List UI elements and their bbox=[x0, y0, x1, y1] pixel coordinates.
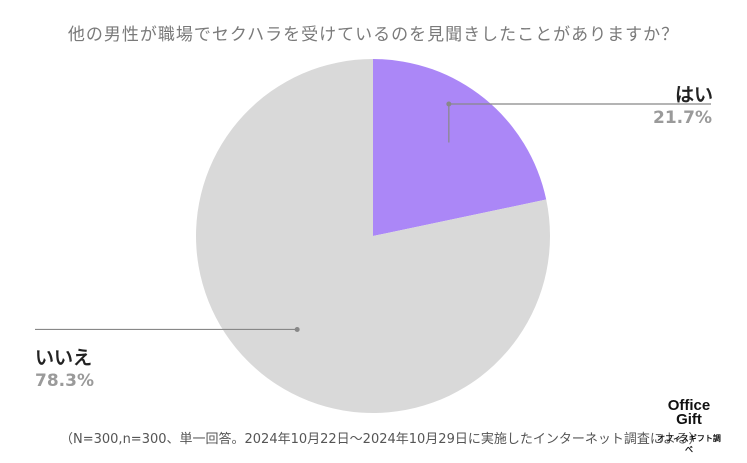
survey-footnote: （N=300,n=300、単一回答。2024年10月22日〜2024年10月29… bbox=[60, 432, 702, 447]
slice-label-no: いいえ bbox=[35, 347, 93, 369]
slice-yes bbox=[373, 59, 547, 236]
slice-label-yes: はい bbox=[675, 84, 714, 106]
slice-value-yes: 21.7% bbox=[653, 108, 712, 128]
office-gift-logo: Office Gift bbox=[667, 397, 711, 428]
slice-no bbox=[195, 59, 550, 413]
brand-credit: オフィスギフト調べ bbox=[657, 434, 721, 454]
leader-dot bbox=[294, 326, 300, 332]
brand-badge: Office Gift オフィスギフト調べ bbox=[654, 397, 724, 455]
leader-dot bbox=[446, 101, 452, 107]
slice-value-no: 78.3% bbox=[35, 371, 94, 391]
chart-title: 他の男性が職場でセクハラを受けているのを見聞きしたことがありますか？ bbox=[67, 25, 680, 45]
